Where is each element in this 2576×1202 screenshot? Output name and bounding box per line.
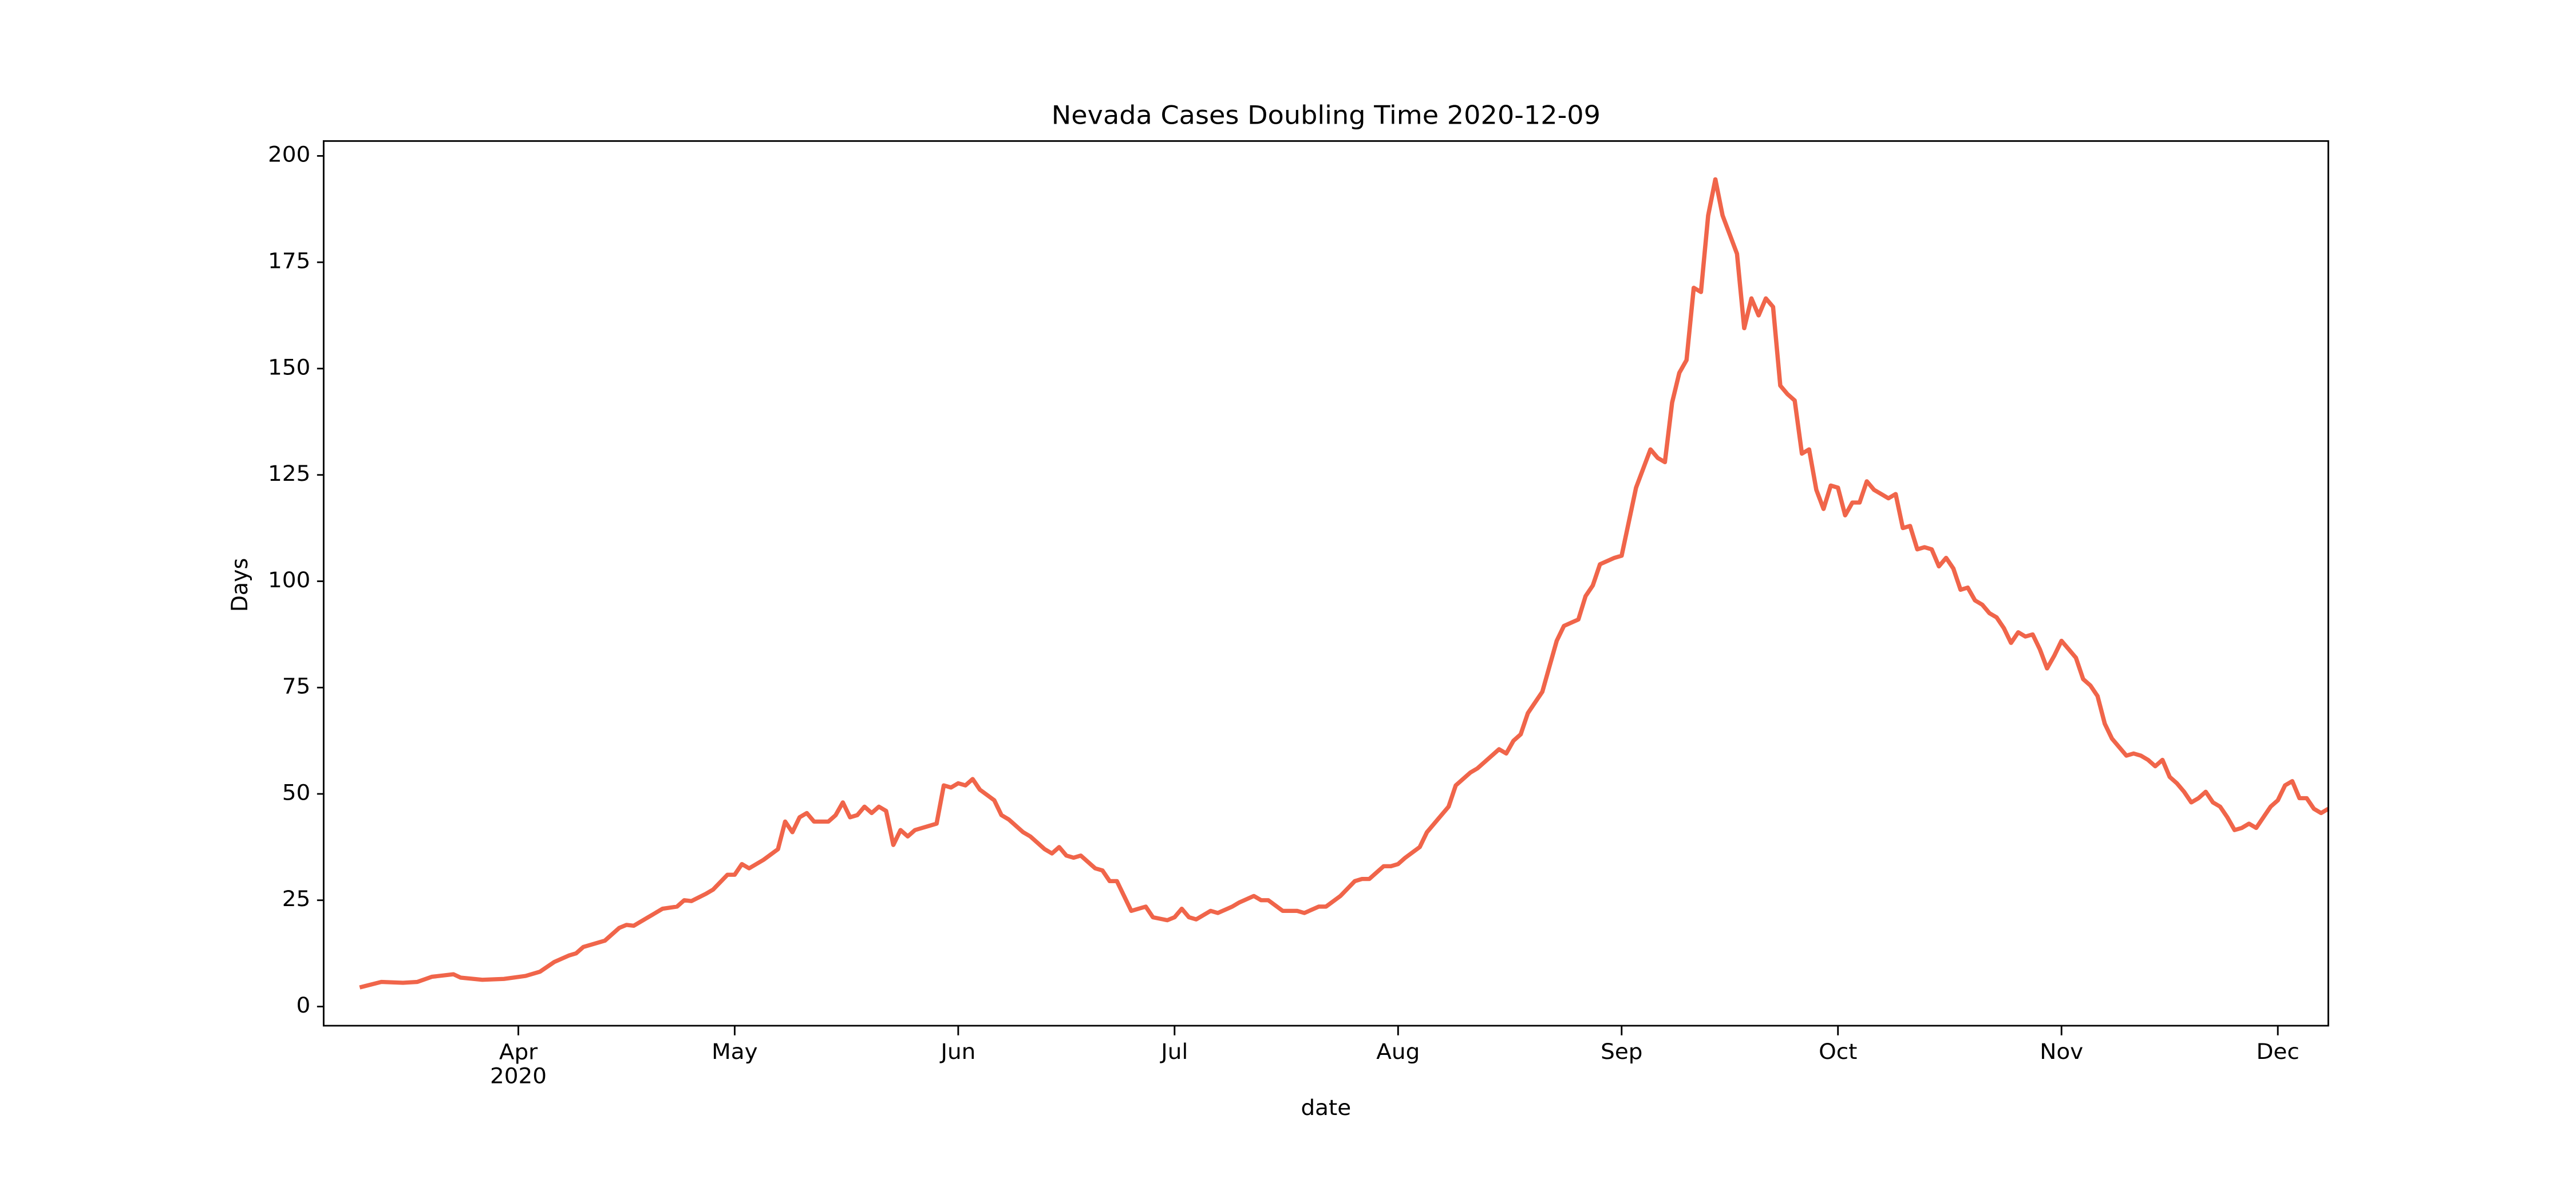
x-tick-label: Jul [1160, 1039, 1188, 1064]
x-tick-label: Sep [1601, 1039, 1642, 1064]
x-tick-label: Apr 2020 [490, 1039, 547, 1088]
x-tick-label: Nov [2040, 1039, 2083, 1064]
x-tick-label: Aug [1376, 1039, 1420, 1064]
y-axis-label: Days [227, 558, 253, 612]
x-tick-label: Jun [939, 1039, 975, 1064]
y-tick-label: 125 [268, 461, 310, 487]
y-tick-label: 175 [268, 248, 310, 274]
x-tick-label: Oct [1819, 1039, 1857, 1064]
plot-frame [322, 140, 2329, 1027]
x-tick-label: Dec [2256, 1039, 2299, 1064]
chart-title: Nevada Cases Doubling Time 2020-12-09 [1052, 100, 1601, 130]
data-line [359, 177, 2330, 990]
y-tick-label: 200 [268, 142, 310, 167]
y-tick-label: 100 [268, 567, 310, 592]
y-tick-label: 25 [282, 887, 311, 912]
y-tick-label: 75 [282, 674, 311, 699]
y-tick-label: 0 [297, 993, 311, 1018]
y-tick-label: 50 [282, 780, 311, 805]
x-axis-label: date [1301, 1095, 1351, 1120]
y-tick-label: 150 [268, 355, 310, 380]
x-tick-label: May [712, 1039, 757, 1064]
